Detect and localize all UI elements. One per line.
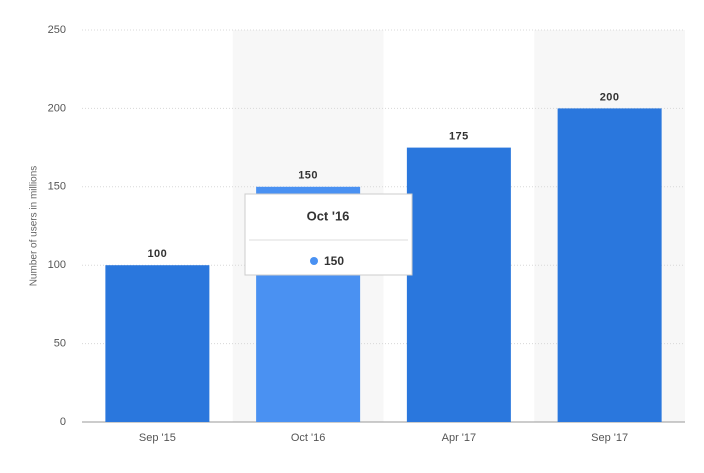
plot: 0 50 100 150 200 250 Sep '15 100 Oct '16 150 Apr '… bbox=[48, 24, 685, 444]
tooltip-dot bbox=[310, 257, 318, 265]
data-label: 150 bbox=[298, 170, 318, 182]
x-tick-label: Oct '16 bbox=[291, 432, 326, 444]
data-label: 200 bbox=[600, 91, 620, 103]
x-tick-label: Sep '15 bbox=[139, 432, 176, 444]
tooltip-title: Oct '16 bbox=[307, 208, 350, 223]
y-tick-label: 150 bbox=[48, 181, 66, 193]
data-label: 100 bbox=[147, 248, 167, 260]
bar bbox=[105, 265, 210, 422]
tooltip-box bbox=[244, 193, 413, 276]
y-tick-label: 100 bbox=[48, 259, 66, 271]
x-tick-label: Sep '17 bbox=[591, 432, 628, 444]
tooltip-value: 150 bbox=[324, 254, 344, 268]
x-tick-label: Apr '17 bbox=[442, 432, 477, 444]
y-axis-label: Number of users in millions bbox=[29, 166, 40, 287]
y-tick-label: 0 bbox=[60, 416, 66, 428]
bar bbox=[406, 147, 511, 422]
y-tick-label: 250 bbox=[48, 24, 66, 36]
data-label: 175 bbox=[449, 131, 469, 143]
y-tick-label: 200 bbox=[48, 102, 66, 114]
y-tick-label: 50 bbox=[54, 338, 66, 350]
tooltip: Oct '16 150 bbox=[244, 193, 413, 276]
bar bbox=[557, 108, 662, 423]
